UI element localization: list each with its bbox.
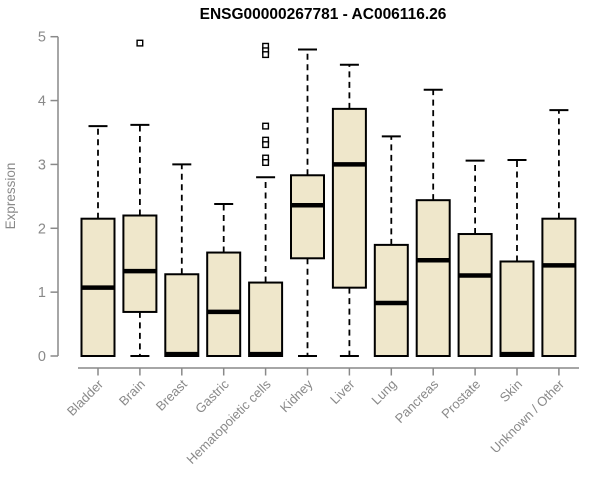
box-group-lung	[373, 135, 409, 358]
iqr-box	[331, 107, 367, 289]
x-tick-label: Breast	[153, 376, 190, 413]
iqr-box	[415, 199, 451, 357]
iqr-box	[541, 217, 577, 357]
box-group-prostate	[457, 159, 493, 358]
box-group-bladder	[80, 125, 116, 357]
x-tick-label: Pancreas	[392, 376, 442, 426]
box-group-liver	[331, 63, 367, 357]
iqr-box	[248, 281, 284, 358]
x-tick-label: Brain	[116, 377, 148, 409]
x-tick-label: Lung	[368, 377, 399, 408]
x-tick-label: Skin	[497, 377, 525, 405]
iqr-box	[290, 174, 325, 260]
iqr-box	[457, 233, 493, 358]
iqr-box	[373, 243, 409, 358]
outlier-point	[262, 51, 270, 59]
box-group-unknown-other	[541, 109, 577, 357]
box-group-brain	[122, 39, 158, 357]
iqr-box	[122, 214, 158, 313]
outlier-point	[262, 159, 270, 167]
iqr-box	[164, 273, 200, 357]
x-tick-label: Liver	[327, 376, 358, 407]
x-tick-label: Unknown / Other	[487, 376, 567, 456]
box-group-skin	[499, 158, 535, 358]
y-tick-label: 1	[38, 285, 46, 301]
iqr-box	[499, 260, 535, 358]
outlier-point	[262, 122, 270, 130]
x-tick-label: Gastric	[192, 376, 232, 416]
iqr-box	[206, 251, 242, 357]
x-tick-label: Kidney	[277, 376, 316, 415]
box-group-kidney	[290, 48, 325, 357]
y-tick-label: 5	[38, 30, 46, 46]
x-tick-label: Bladder	[64, 376, 107, 419]
outlier-point	[262, 141, 270, 149]
box-group-breast	[164, 163, 200, 357]
y-axis-label: Expression	[3, 163, 18, 230]
box-group-pancreas	[415, 88, 451, 357]
x-tick-label: Prostate	[438, 377, 483, 422]
y-tick-label: 3	[38, 157, 46, 173]
chart-title: ENSG00000267781 - AC006116.26	[200, 6, 447, 23]
box-group-hematopoietic-cells	[248, 42, 284, 358]
y-tick-label: 4	[38, 94, 46, 110]
y-tick-label: 0	[38, 349, 46, 365]
y-tick-label: 2	[38, 221, 46, 237]
y-axis: 0 1 2 3 4 5	[38, 30, 59, 365]
outlier-point	[136, 39, 144, 47]
box-group-gastric	[206, 203, 242, 357]
